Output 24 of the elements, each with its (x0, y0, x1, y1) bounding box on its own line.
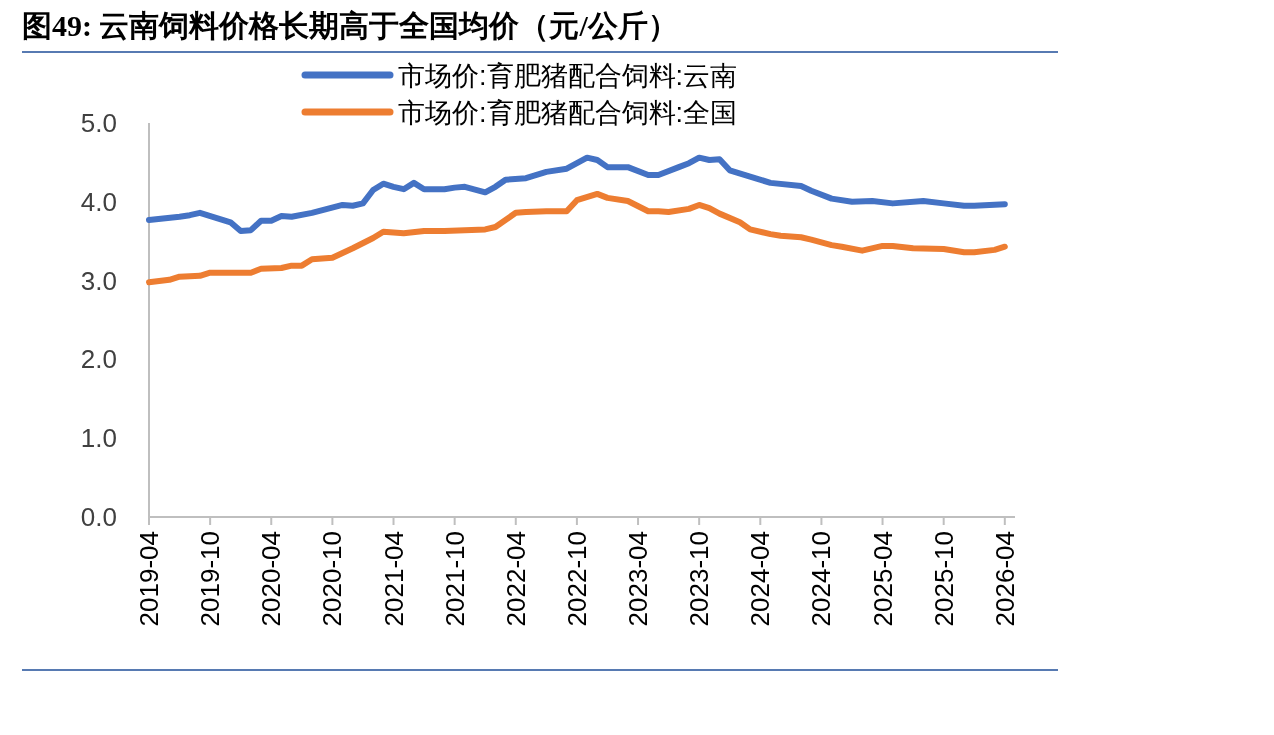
x-tick-label: 2022-10 (561, 531, 592, 627)
x-tick-label: 2019-04 (134, 531, 164, 627)
legend-label: 市场价:育肥猪配合饲料:云南 (398, 61, 738, 91)
x-tick-label: 2026-04 (989, 531, 1020, 627)
x-tick-label: 2023-04 (623, 531, 654, 627)
x-tick-label: 2023-10 (684, 531, 715, 627)
y-tick-label: 5.0 (80, 108, 117, 138)
y-tick-label: 2.0 (80, 344, 117, 375)
x-tick-label: 2020-04 (256, 531, 287, 627)
y-tick-label: 1.0 (80, 423, 117, 454)
y-tick-label: 3.0 (80, 265, 117, 296)
x-tick-label: 2025-10 (928, 531, 959, 627)
x-tick-label: 2020-10 (317, 531, 348, 627)
x-tick-label: 2024-10 (806, 531, 837, 627)
y-tick-label: 4.0 (80, 186, 117, 217)
y-tick-label: 0.0 (80, 502, 117, 532)
x-tick-label: 2025-04 (867, 531, 898, 627)
legend-label: 市场价:育肥猪配合饲料:全国 (398, 98, 738, 128)
x-tick-label: 2022-04 (500, 531, 531, 627)
x-tick-label: 2021-04 (378, 531, 409, 627)
chart-title: 图49: 云南饲料价格长期高于全国均价（元/公斤） (22, 9, 678, 42)
x-tick-label: 2019-10 (195, 531, 226, 627)
x-tick-label: 2021-10 (439, 531, 470, 627)
x-tick-label: 2024-04 (745, 531, 776, 627)
